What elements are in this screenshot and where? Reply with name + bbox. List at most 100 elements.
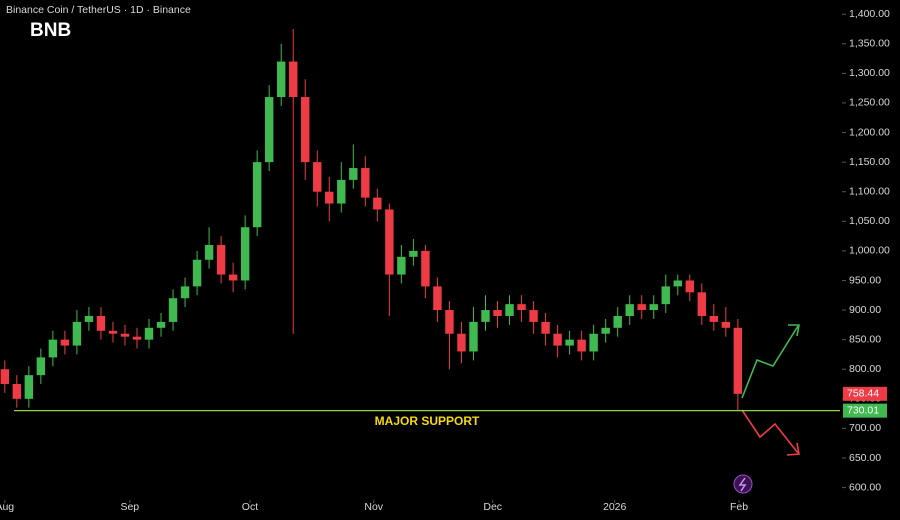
x-tick-label: Dec (483, 501, 502, 513)
chart-title: Binance Coin / TetherUS · 1D · Binance (6, 4, 191, 16)
candle-body (252, 162, 262, 228)
y-tick-label: 650.00 (849, 452, 881, 464)
y-tick-label: 1,350.00 (849, 38, 890, 50)
candle-body (625, 304, 634, 316)
x-tick-label: Oct (242, 501, 258, 513)
x-tick-label: Aug (0, 501, 14, 513)
bearish-arrow (741, 409, 799, 454)
candle-body (565, 339, 574, 346)
y-tick-label: 1,050.00 (849, 215, 890, 227)
y-tick-label: 1,300.00 (849, 67, 890, 79)
candle-body (589, 333, 598, 352)
y-tick-label: 1,200.00 (849, 126, 890, 138)
y-tick-label: 950.00 (849, 274, 881, 286)
y-tick-label: 800.00 (849, 363, 881, 375)
candle-body (156, 321, 166, 328)
candle-body (385, 209, 394, 275)
candle-body (132, 336, 142, 340)
candle-body (276, 61, 286, 98)
candle-body (709, 315, 719, 322)
candle-body (264, 97, 274, 163)
candle-body (673, 280, 682, 287)
candle-body (48, 339, 58, 358)
candle-body (661, 286, 670, 305)
y-tick-label: 1,150.00 (849, 156, 890, 168)
candle-body (72, 321, 82, 346)
last-price-label: 758.44 (847, 388, 879, 400)
candle-body (553, 333, 562, 346)
candle-body (685, 280, 694, 293)
candle-body (84, 315, 94, 322)
candle-body (0, 369, 10, 385)
candle-body (180, 286, 190, 299)
candle-body (24, 375, 34, 399)
arrow-head (786, 442, 800, 456)
candle-body (337, 179, 346, 204)
candle-body (313, 162, 322, 192)
y-tick-label: 900.00 (849, 304, 881, 316)
candle-body (613, 315, 622, 328)
candle-body (481, 310, 490, 322)
candle-body (60, 339, 70, 346)
annotation: MAJOR SUPPORT (375, 414, 480, 428)
candle-body (228, 274, 238, 281)
x-tick-label: 2026 (603, 501, 627, 513)
y-tick-label: 850.00 (849, 333, 881, 345)
y-tick-label: 1,000.00 (849, 245, 890, 257)
y-tick-label: 700.00 (849, 422, 881, 434)
last-price-box (843, 386, 887, 401)
candle-body (192, 259, 202, 287)
y-tick-label: 600.00 (849, 481, 881, 493)
event-icon-bolt (738, 477, 747, 492)
candle-body (493, 310, 502, 316)
candle-body (12, 384, 22, 399)
candle-body (517, 304, 526, 311)
candle-body (144, 327, 154, 340)
candle-body (469, 321, 478, 352)
y-tick-label: 1,100.00 (849, 185, 890, 197)
candle-body (120, 333, 130, 337)
x-tick-label: Feb (730, 501, 748, 513)
arrow-head (788, 324, 800, 337)
candle-body (637, 304, 646, 311)
candle-body (421, 250, 430, 287)
support-box (843, 403, 887, 418)
candle-body (649, 304, 658, 311)
candle-body (529, 310, 538, 322)
candle-body (325, 191, 334, 204)
y-tick-label: 1,250.00 (849, 97, 890, 109)
event-icon (733, 474, 753, 494)
candle-body (697, 292, 707, 316)
candle-body (457, 333, 466, 352)
candle-body (361, 168, 370, 198)
candle-body (204, 244, 214, 260)
candle-body (168, 298, 178, 322)
candle-body (733, 327, 743, 394)
candle-body (505, 304, 514, 316)
candle-body (409, 250, 418, 257)
symbol: BNB (30, 20, 71, 41)
candle-body (289, 61, 298, 98)
support-label: 730.01 (847, 404, 879, 416)
y-tick-label: 1,400.00 (849, 8, 890, 20)
candle-body (240, 227, 250, 281)
candle-body (445, 310, 454, 334)
plot-area (0, 28, 743, 411)
candle-body (36, 357, 46, 376)
candle-body (577, 339, 586, 352)
x-tick-label: Nov (364, 501, 383, 513)
candle-body (96, 315, 106, 331)
candle-body (349, 168, 358, 180)
candle-body (301, 97, 310, 163)
x-tick-label: Sep (120, 501, 139, 513)
candle-body (108, 330, 118, 334)
candle-body (433, 286, 442, 311)
candle-body (541, 321, 550, 334)
candle-body (216, 244, 226, 275)
candle-body (373, 197, 382, 210)
candle-body (397, 256, 406, 275)
candle-body (601, 327, 610, 334)
